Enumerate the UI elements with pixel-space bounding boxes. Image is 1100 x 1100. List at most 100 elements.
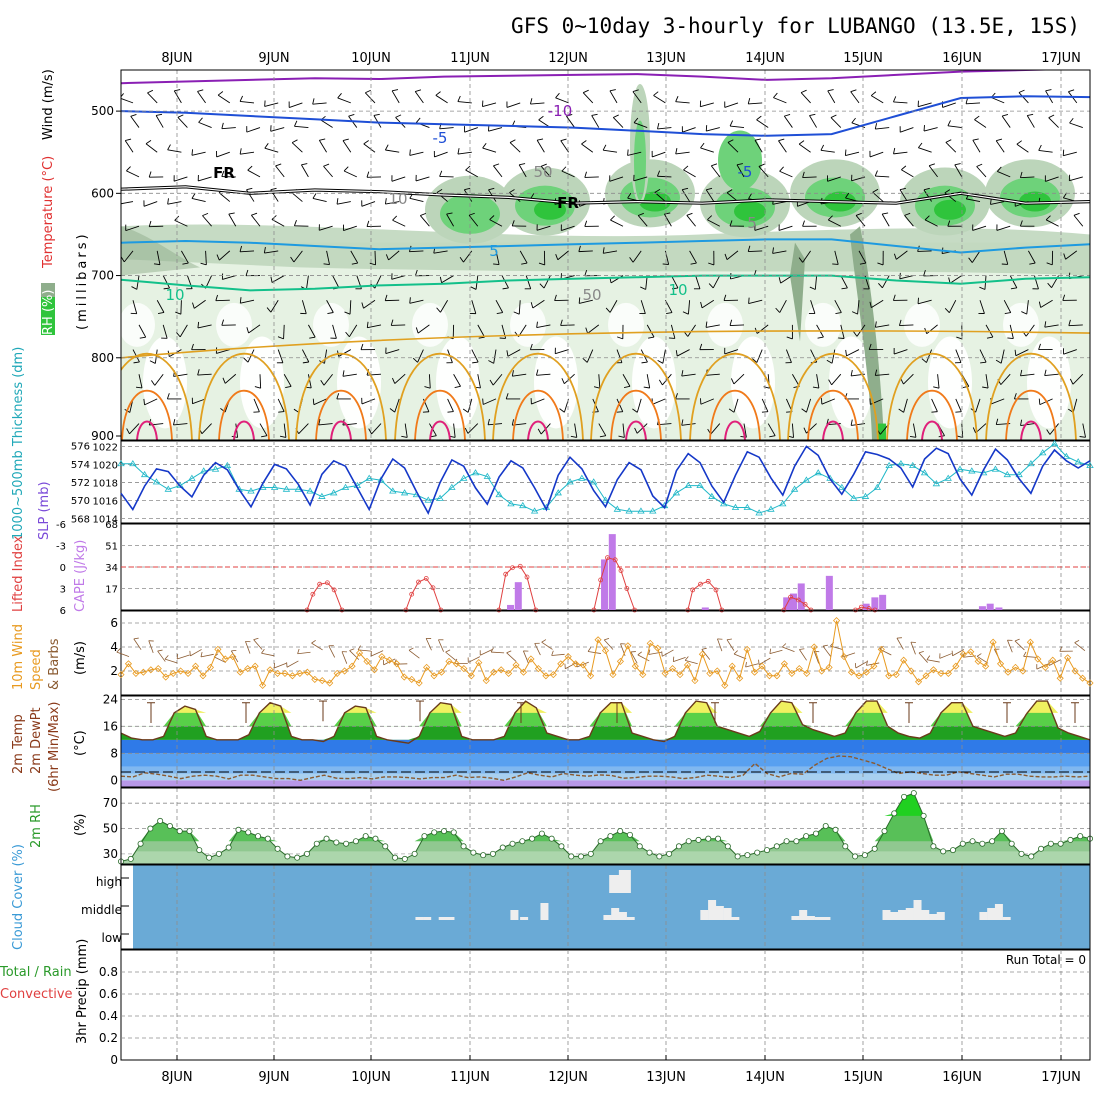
lifted-index-marker — [324, 580, 330, 586]
thickness-marker — [448, 483, 456, 490]
rh2m-marker — [1018, 850, 1025, 857]
thickness-marker — [885, 461, 893, 468]
thickness-marker — [684, 481, 692, 489]
contour-20 — [414, 389, 466, 440]
wind-marker — [177, 667, 185, 675]
thickness-marker — [507, 500, 515, 507]
wind-marker — [355, 649, 364, 657]
contour-25 — [921, 420, 943, 440]
contour-label: -5 — [433, 129, 448, 147]
middle-cloud-bar — [806, 916, 815, 920]
wind-tick: 6 — [110, 616, 118, 630]
rh2m-marker — [803, 833, 810, 840]
freezing-level-inner — [121, 186, 1090, 204]
thickness-marker — [601, 496, 610, 503]
rh2m-marker — [597, 838, 604, 845]
wind-marker — [527, 655, 535, 663]
wind-marker — [1026, 638, 1034, 646]
middle-cloud-bar — [423, 917, 432, 920]
rh2m-marker — [1028, 853, 1035, 860]
wind-marker — [236, 668, 244, 676]
thickness-marker — [365, 474, 373, 481]
wind-marker — [117, 671, 125, 679]
top-date-labels: 8JUN 9JUN 10JUN 11JUN 12JUN 13JUN 14JUN 15JUN 16… — [161, 51, 1080, 66]
lifted-index-marker — [618, 568, 624, 573]
wind-marker — [840, 653, 848, 661]
wind10-panel: 2 4 6 10m Wind Speed & Barbs (m/s) — [11, 610, 1094, 696]
wind-marker — [639, 671, 647, 679]
lifted-index-line — [855, 606, 876, 611]
lifted-index-marker — [517, 563, 523, 569]
middle-cloud-bar — [540, 903, 549, 920]
wind-marker — [1041, 663, 1049, 671]
wind-marker — [229, 653, 237, 661]
contour-label: FR — [213, 164, 235, 182]
precip-tick: 0.4 — [99, 1009, 118, 1023]
rh2m-marker — [225, 844, 232, 851]
rh2m-marker — [147, 825, 154, 832]
contour-20 — [218, 389, 270, 440]
wind-marker — [795, 665, 803, 673]
precip-tick: 0.6 — [99, 987, 118, 1001]
wind-marker — [579, 661, 587, 669]
thickness-marker — [140, 470, 149, 478]
rh2m-marker — [176, 828, 183, 835]
wind-marker — [825, 663, 833, 671]
lifted-index-marker — [872, 607, 878, 613]
upper-axis-label: RH (%) Temperature (°C) Wind (m/s) (mill… — [41, 69, 90, 335]
wind-marker — [929, 666, 938, 674]
lifted-index-line — [593, 557, 636, 611]
rh2m-marker — [489, 850, 496, 857]
wind-marker — [944, 669, 952, 677]
wind-marker — [273, 669, 282, 677]
wind-marker — [1071, 667, 1079, 675]
thickness-marker — [1050, 439, 1059, 447]
middle-cloud-bar — [979, 912, 988, 920]
rh2m-marker — [675, 843, 682, 850]
rh2m-marker — [1067, 836, 1074, 843]
rh2m-marker — [392, 854, 399, 861]
rh2m-marker — [245, 829, 252, 836]
wind-marker — [594, 636, 602, 644]
date-label-top: 16JUN — [942, 51, 982, 66]
wind-marker — [885, 672, 893, 680]
thickness-marker — [400, 489, 409, 496]
wind-marker — [467, 672, 475, 680]
contour-20 — [610, 389, 662, 440]
contour-15 — [985, 352, 1077, 440]
wind-marker — [311, 675, 319, 683]
contour-15 — [689, 352, 781, 440]
thickness-marker — [719, 500, 728, 507]
thickness-marker — [743, 503, 752, 510]
wind-marker — [601, 647, 610, 655]
li-tick: -6 — [56, 520, 66, 531]
wind-marker — [326, 679, 334, 687]
wind-marker — [393, 660, 401, 668]
contour-20 — [512, 389, 564, 440]
wind-marker — [1034, 655, 1042, 663]
thickness-line — [121, 443, 1091, 514]
cloud-panel: Cloud Cover (%) high middle low — [11, 844, 1091, 950]
wind-marker — [266, 666, 274, 674]
contour-15 — [787, 352, 879, 440]
wind-marker — [139, 668, 147, 676]
rh2m-marker — [323, 835, 330, 842]
thickness-marker — [790, 485, 799, 492]
lifted-index-marker — [533, 607, 539, 613]
rh2m-marker — [294, 854, 301, 861]
wind-marker — [833, 617, 841, 625]
thickness-marker — [838, 483, 846, 490]
contour-5 — [121, 238, 1090, 254]
y-tick-label: 800 — [91, 351, 114, 365]
middle-cloud-bar — [814, 917, 823, 920]
rh2m-marker — [215, 850, 222, 857]
rh2m-marker — [734, 853, 741, 860]
contour-15 — [394, 352, 486, 440]
date-label-bottom: 11JUN — [450, 1070, 490, 1085]
contour-25 — [136, 420, 158, 440]
thickness-marker — [944, 474, 952, 481]
slp-thickness-panel: 568 570 572 574 576 1014 1016 1018 1020 1022 1000… — [11, 347, 1094, 540]
cape-bar — [701, 607, 709, 610]
rh-tick: 30 — [103, 847, 118, 861]
rh2m-marker — [822, 823, 829, 830]
